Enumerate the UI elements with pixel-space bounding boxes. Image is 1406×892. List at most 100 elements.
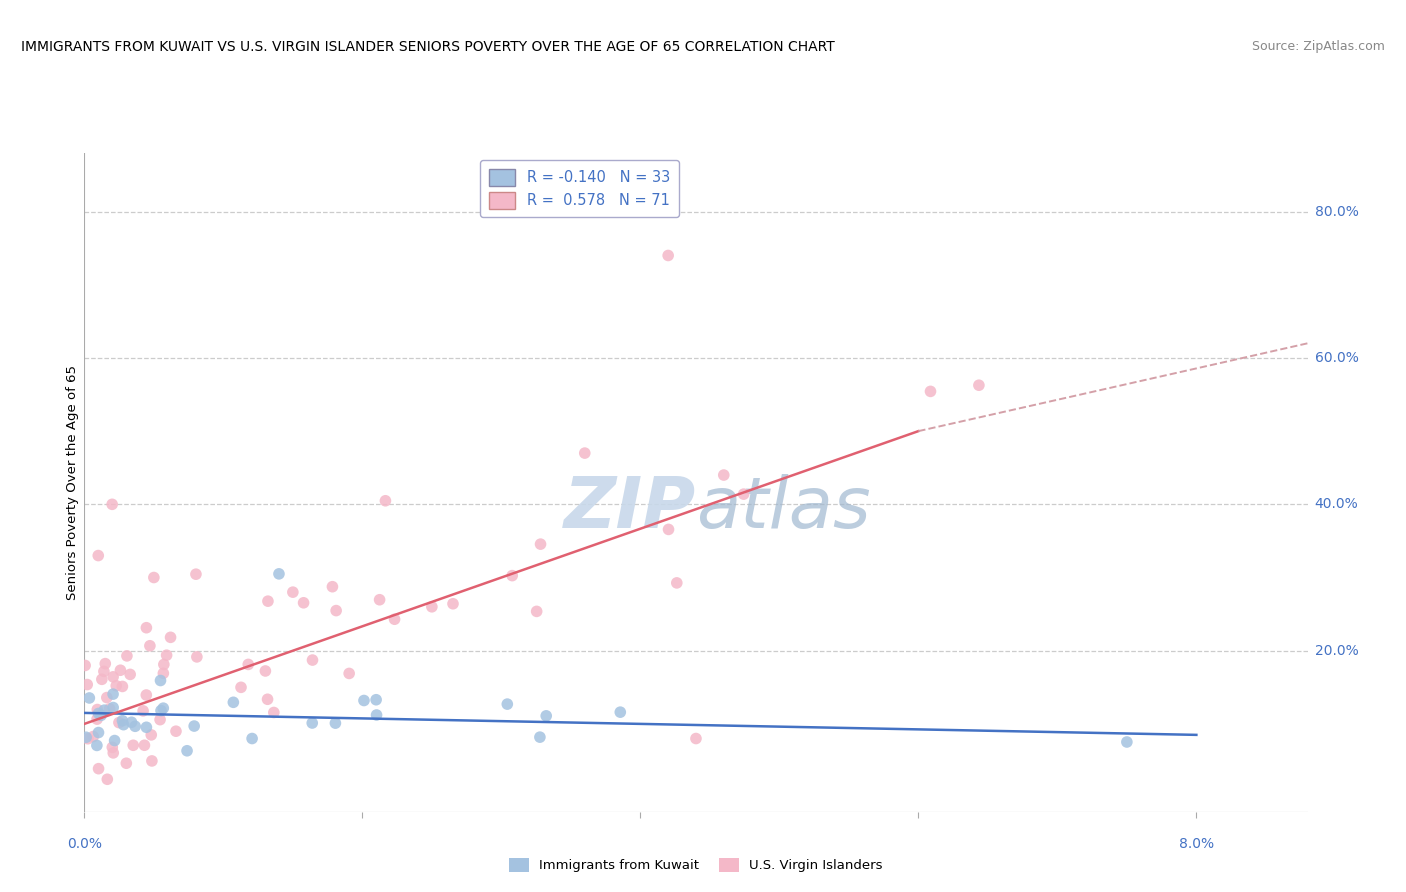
Text: 40.0%: 40.0% (1315, 498, 1358, 511)
Point (101, 740, 124, 755)
Point (574, 446, 596, 460)
Point (93, 703, 115, 717)
Point (325, 604, 347, 618)
Point (529, 537, 551, 551)
Point (149, 713, 172, 727)
Point (374, 493, 396, 508)
Point (967, 378, 990, 392)
Point (122, 739, 145, 753)
Point (112, 717, 135, 731)
Point (90, 673, 112, 687)
Point (267, 566, 290, 581)
Point (103, 746, 125, 760)
Point (108, 715, 131, 730)
Point (142, 570, 165, 584)
Point (77, 731, 100, 746)
Point (183, 719, 205, 733)
Point (135, 621, 157, 635)
Point (101, 687, 124, 701)
Point (920, 384, 942, 399)
Point (496, 697, 519, 711)
Point (135, 720, 157, 734)
Point (281, 585, 304, 599)
Point (301, 653, 323, 667)
Point (105, 679, 128, 693)
Point (529, 730, 551, 744)
Point (141, 754, 163, 768)
Point (257, 594, 280, 608)
Point (86, 712, 108, 726)
Text: 0.0%: 0.0% (67, 838, 101, 851)
Point (501, 568, 523, 582)
Point (301, 716, 323, 731)
Point (98, 702, 121, 716)
Point (222, 695, 245, 709)
Point (104, 733, 127, 747)
Point (115, 648, 138, 663)
Point (86, 739, 108, 753)
Point (420, 599, 443, 614)
Point (165, 724, 187, 739)
Point (657, 523, 679, 537)
Point (87, 762, 110, 776)
Point (139, 639, 162, 653)
Point (121, 715, 143, 730)
Point (366, 708, 388, 723)
Point (321, 580, 343, 594)
Point (186, 649, 208, 664)
Text: 80.0%: 80.0% (1315, 204, 1358, 219)
Point (124, 719, 146, 733)
Point (184, 567, 207, 582)
Point (153, 657, 176, 672)
Point (101, 497, 124, 511)
Point (1115, 735, 1137, 749)
Point (96, 772, 118, 787)
Y-axis label: Seniors Poverty Over the Age of 65: Seniors Poverty Over the Age of 65 (66, 365, 79, 599)
Point (150, 704, 173, 718)
Point (135, 688, 157, 702)
Point (75, 658, 97, 673)
Point (101, 700, 124, 714)
Point (82, 730, 104, 744)
Point (366, 692, 388, 706)
Point (256, 692, 278, 706)
Point (263, 706, 285, 720)
Point (79, 690, 101, 705)
Point (111, 680, 134, 694)
Point (325, 716, 347, 731)
Point (76, 677, 98, 691)
Point (132, 704, 155, 718)
Point (87, 725, 110, 739)
Text: ZIP: ZIP (564, 475, 696, 543)
Point (110, 663, 132, 677)
Point (141, 728, 163, 742)
Text: 20.0%: 20.0% (1315, 644, 1358, 657)
Point (534, 709, 557, 723)
Point (120, 667, 142, 681)
Point (337, 666, 360, 681)
Point (240, 731, 263, 746)
Point (86, 702, 108, 716)
Point (75, 731, 97, 745)
Point (238, 657, 260, 672)
Point (90, 708, 112, 723)
Text: IMMIGRANTS FROM KUWAIT VS U.S. VIRGIN ISLANDER SENIORS POVERTY OVER THE AGE OF 6: IMMIGRANTS FROM KUWAIT VS U.S. VIRGIN IS… (21, 40, 835, 54)
Point (159, 630, 181, 644)
Point (292, 596, 315, 610)
Point (152, 701, 174, 715)
Point (149, 673, 172, 688)
Point (609, 705, 631, 719)
Point (665, 575, 688, 590)
Point (368, 592, 391, 607)
Point (96, 690, 118, 705)
Point (441, 597, 464, 611)
Point (713, 468, 735, 483)
Point (176, 744, 198, 758)
Point (733, 487, 755, 501)
Point (94, 657, 117, 671)
Point (152, 666, 174, 681)
Point (87, 549, 110, 563)
Point (134, 738, 156, 752)
Point (156, 648, 179, 663)
Point (526, 604, 548, 618)
